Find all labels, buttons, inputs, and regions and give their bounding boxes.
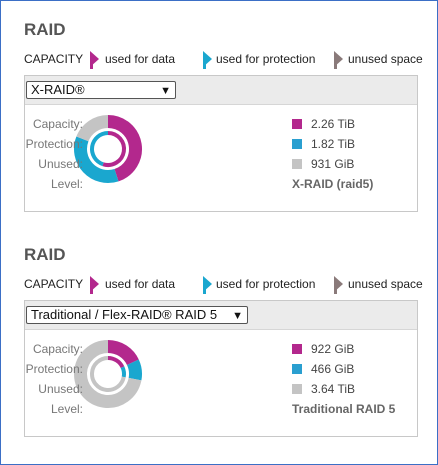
data-arrow-stem: [90, 59, 93, 69]
legend-data-label: used for data: [105, 52, 176, 66]
capacity-label: Capacity:: [32, 117, 83, 131]
data-swatch-icon: [292, 344, 302, 354]
legend-capacity-label: CAPACITY: [24, 277, 84, 291]
protection-swatch-icon: [292, 139, 302, 149]
capacity-value: 922 GiB: [311, 342, 355, 356]
raid-mode-value: X-RAID®: [31, 82, 85, 97]
capacity-label: Capacity:: [32, 342, 83, 356]
legend-protection-label: used for protection: [216, 52, 316, 66]
protection-arrow-icon: [203, 276, 212, 292]
inner-ring-protection-segment: [120, 366, 126, 378]
capacity-donut-chart: [74, 340, 142, 408]
protection-label: Protection:: [25, 362, 83, 376]
legend-data-label: used for data: [105, 277, 176, 291]
unused-label: Unused:: [38, 382, 83, 396]
legend-unused-label: unused space: [348, 52, 423, 66]
unused-label: Unused:: [38, 157, 83, 171]
inner-ring-data-segment: [107, 356, 125, 369]
data-arrow-icon: [90, 51, 99, 67]
raid-mode-value: Traditional / Flex-RAID® RAID 5: [31, 307, 218, 322]
unused-swatch-icon: [292, 159, 302, 169]
capacity-donut-chart: [74, 115, 142, 183]
outer-ring-unused-segment: [74, 340, 142, 408]
protection-value: 466 GiB: [311, 362, 355, 376]
protection-arrow-stem: [203, 59, 206, 69]
level-value: X-RAID (raid5): [292, 177, 374, 191]
inner-ring-protection-segment: [90, 131, 109, 167]
capacity-legend: CAPACITY used for data used for protecti…: [24, 47, 423, 71]
unused-arrow-stem: [334, 284, 337, 294]
panel-body: Capacity: 2.26 TiB Protection: 1.82 TiB …: [25, 105, 417, 211]
unused-arrow-icon: [334, 276, 343, 292]
data-arrow-icon: [90, 276, 99, 292]
outer-ring-protection-segment: [74, 136, 119, 183]
chevron-down-icon: ▼: [232, 310, 243, 322]
data-swatch-icon: [292, 119, 302, 129]
unused-arrow-icon: [334, 51, 343, 67]
unused-value: 931 GiB: [311, 157, 355, 171]
panel-header: X-RAID® ▼: [25, 76, 417, 105]
volume-panel: Traditional / Flex-RAID® RAID 5 ▼ Capaci…: [24, 300, 418, 437]
protection-arrow-icon: [203, 51, 212, 67]
volume-panel: X-RAID® ▼ Capacity: 2.26 TiB Protection:…: [24, 75, 418, 212]
inner-ring-data-segment: [102, 131, 126, 167]
panel-header: Traditional / Flex-RAID® RAID 5 ▼: [25, 301, 417, 330]
volume-section-1: RAID CAPACITY used for data used for pro…: [24, 19, 423, 212]
unused-swatch-icon: [292, 384, 302, 394]
unused-value: 3.64 TiB: [311, 382, 356, 396]
level-label: Level:: [50, 177, 83, 191]
volume-section-2: RAID CAPACITY used for data used for pro…: [24, 244, 423, 437]
section-title: RAID: [24, 20, 66, 39]
legend-protection-label: used for protection: [216, 277, 316, 291]
outer-ring-unused-segment: [76, 115, 109, 142]
level-value: Traditional RAID 5: [292, 402, 396, 416]
outer-ring-data-segment: [107, 340, 139, 366]
outer-ring-protection-segment: [126, 359, 142, 381]
unused-arrow-stem: [334, 59, 337, 69]
legend-capacity-label: CAPACITY: [24, 52, 84, 66]
data-arrow-stem: [90, 284, 93, 294]
capacity-legend: CAPACITY used for data used for protecti…: [24, 272, 423, 296]
level-label: Level:: [50, 402, 83, 416]
raid-mode-select[interactable]: Traditional / Flex-RAID® RAID 5 ▼: [26, 306, 248, 324]
protection-value: 1.82 TiB: [311, 137, 356, 151]
section-title: RAID: [24, 245, 66, 264]
chevron-down-icon: ▼: [160, 85, 171, 97]
protection-label: Protection:: [25, 137, 83, 151]
raid-mode-select[interactable]: X-RAID® ▼: [26, 81, 176, 99]
legend-unused-label: unused space: [348, 277, 423, 291]
protection-arrow-stem: [203, 284, 206, 294]
inner-ring-unused-segment: [90, 356, 126, 392]
outer-ring-data-segment: [107, 115, 142, 182]
capacity-value: 2.26 TiB: [311, 117, 356, 131]
protection-swatch-icon: [292, 364, 302, 374]
panel-body: Capacity: 922 GiB Protection: 466 GiB Un…: [25, 330, 417, 436]
